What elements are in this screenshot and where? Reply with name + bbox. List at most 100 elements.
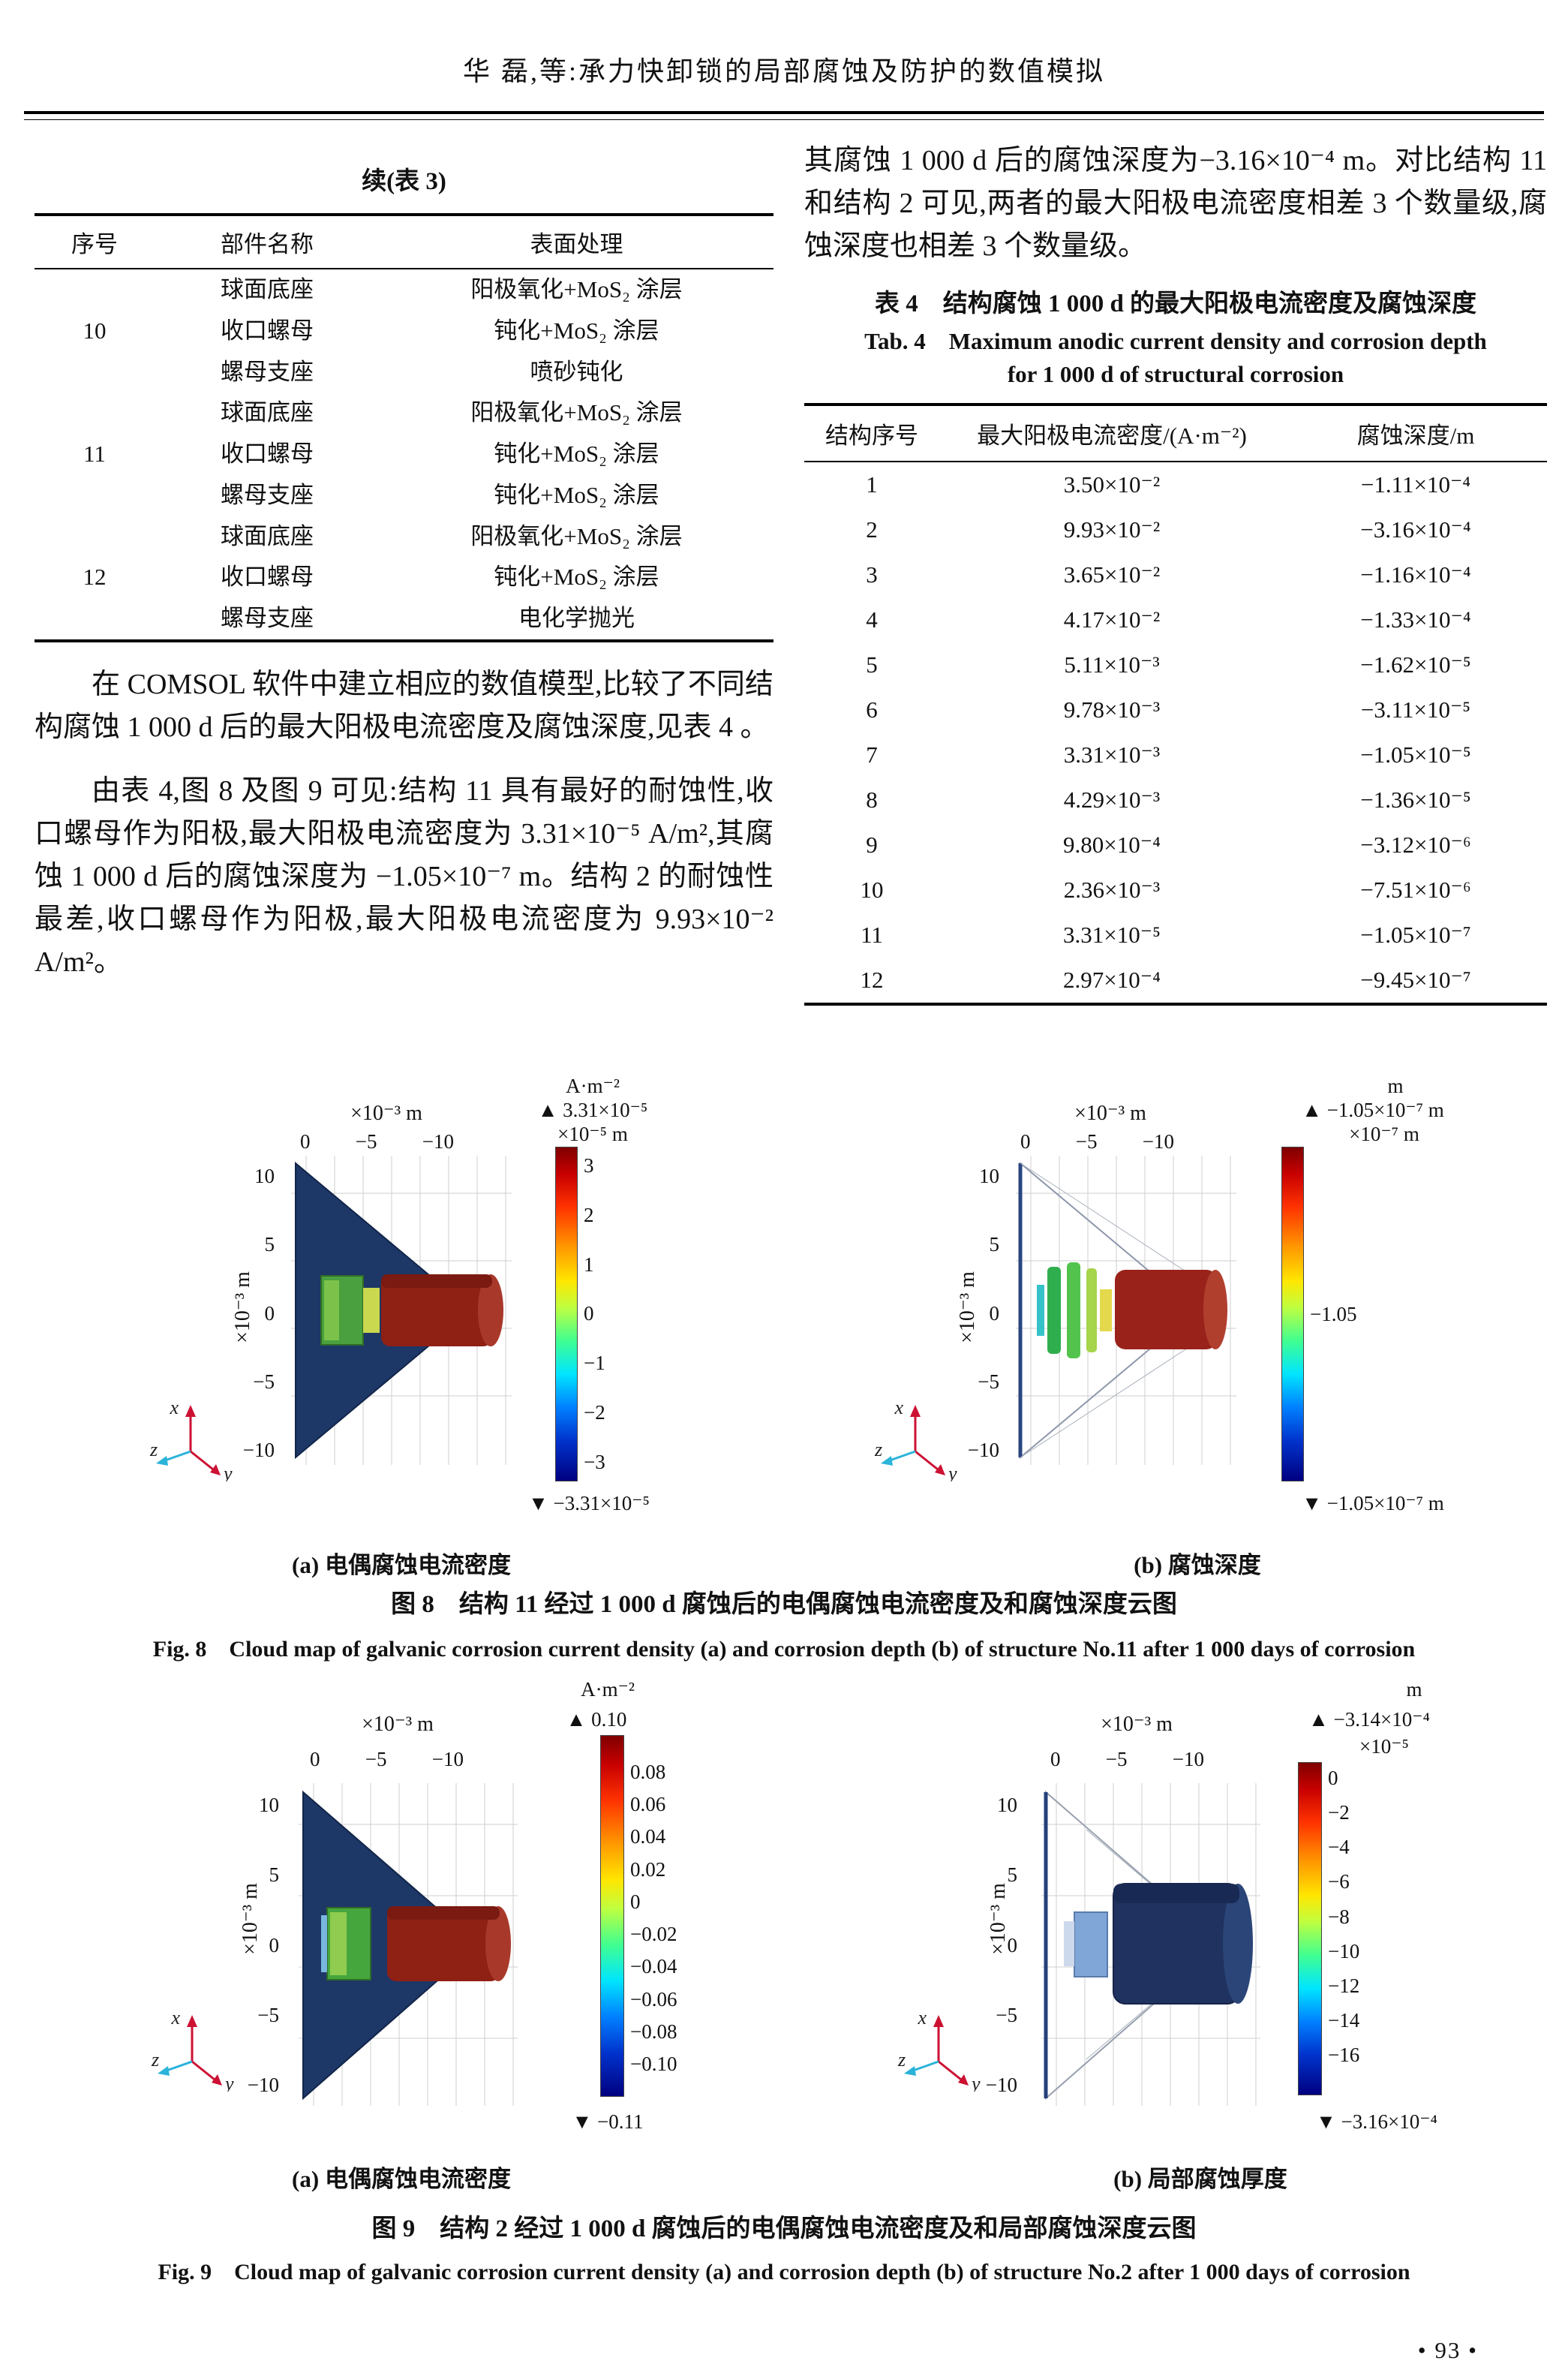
x-tick: 0 [1020, 1130, 1031, 1153]
y-tick: 5 [989, 1233, 1000, 1256]
colorbar-scale: ×10⁻⁷ m [1349, 1123, 1419, 1145]
cell-treatment: 钝化+MoS₂ 涂层 [494, 317, 659, 344]
column-header: 最大阳极电流密度/(A·m⁻²) [939, 405, 1284, 462]
subfigure-caption: (b) 局部腐蚀厚度 [1113, 2166, 1287, 2192]
subfigure-caption: (a) 电偶腐蚀电流密度 [292, 1552, 511, 1578]
cylinder-shape [381, 1274, 492, 1346]
table-row: 12 2.97×10⁻⁴ −9.45×10⁻⁷ [804, 958, 1547, 1004]
cell: 7 [866, 741, 878, 768]
y-tick: 10 [997, 1794, 1017, 1816]
cell: 3.50×10⁻² [1063, 471, 1161, 498]
y-axis-label: ×10⁻³ m [231, 1271, 254, 1343]
table-row: 收口螺母 钝化+MoS₂ 涂层 [35, 311, 773, 352]
table-row: 螺母支座 电化学抛光 [35, 598, 773, 641]
cell-treatment: 钝化+MoS₂ 涂层 [494, 564, 659, 591]
cell: 4 [866, 606, 878, 633]
cell: −1.11×10⁻⁴ [1360, 471, 1471, 498]
colorbar-max: ▲ −1.05×10⁻⁷ m [1302, 1099, 1444, 1121]
y-tick: 0 [1007, 1933, 1018, 1956]
table-row: 11 3.31×10⁻⁵ −1.05×10⁻⁷ [804, 913, 1547, 958]
y-tick: −5 [996, 2003, 1017, 2026]
cell: −1.05×10⁻⁷ [1360, 922, 1471, 948]
colorbar-tick: 0.04 [630, 1825, 666, 1848]
y-tick: 10 [979, 1165, 999, 1187]
cell: 9 [866, 832, 878, 858]
colorbar-tick: 1 [584, 1253, 594, 1276]
cell: −3.12×10⁻⁶ [1360, 832, 1471, 858]
axis-triad: x y z [149, 1397, 233, 1481]
x-axis-ticks: 0 −5 −10 [310, 1748, 464, 1771]
x-axis-label: ×10⁻³ m [350, 1102, 422, 1125]
x-axis-label: ×10⁻³ m [362, 1713, 434, 1736]
cell-no: 10 [83, 317, 107, 344]
colorbar-tick: −14 [1328, 2008, 1360, 2032]
x-tick: 0 [310, 1748, 320, 1770]
cell-part: 螺母支座 [221, 481, 314, 508]
x-tick: 0 [1050, 1748, 1061, 1770]
colorbar-ticks: 3 2 1 0 −1 −2 −3 [584, 1154, 605, 1474]
cell: −3.11×10⁻⁵ [1360, 696, 1471, 723]
table-row: 5 5.11×10⁻³ −1.62×10⁻⁵ [804, 642, 1547, 687]
cell-part: 球面底座 [221, 522, 314, 549]
cell: 10 [860, 877, 884, 903]
cell: 5 [866, 651, 878, 678]
cell: −3.16×10⁻⁴ [1360, 516, 1471, 543]
colorbar-ticks: 0 −2 −4 −6 −8 −10 −12 −14 −16 [1328, 1767, 1359, 2067]
table4-title-en: Tab. 4 Maximum anodic current density an… [864, 328, 1487, 387]
colorbar-unit: m [1406, 1678, 1422, 1701]
axis-z-label: z [897, 2049, 906, 2071]
column-header: 表面处理 [380, 215, 773, 269]
y-tick: 10 [259, 1794, 279, 1816]
cell: 12 [860, 967, 884, 993]
cell: 9.78×10⁻³ [1063, 696, 1161, 723]
table-header-row: 序号 部件名称 表面处理 [35, 215, 773, 269]
column-header: 部件名称 [155, 215, 380, 269]
table-row: 12 球面底座 阳极氧化+MoS₂ 涂层 [35, 516, 773, 591]
colorbar [555, 1147, 578, 1481]
cell-part: 收口螺母 [221, 564, 314, 591]
cell-part: 球面底座 [221, 276, 314, 302]
axis-z-label: z [151, 2049, 159, 2071]
paragraph: 在 COMSOL 软件中建立相应的数值模型,比较了不同结构腐蚀 1 000 d … [35, 668, 773, 743]
cell: 9.80×10⁻⁴ [1063, 832, 1161, 858]
cell: −1.36×10⁻⁵ [1360, 786, 1471, 813]
cell-part: 螺母支座 [221, 358, 314, 385]
cell-treatment: 电化学抛光 [518, 605, 635, 631]
cell: 8 [866, 786, 878, 813]
y-tick: 5 [269, 1863, 280, 1887]
cell: 3.31×10⁻⁵ [1063, 922, 1161, 948]
x-axis-ticks: 0 −5 −10 [300, 1130, 454, 1153]
colorbar-tick: 3 [584, 1154, 594, 1177]
cell: 2.97×10⁻⁴ [1063, 967, 1161, 993]
y-tick: 10 [254, 1165, 275, 1187]
figure-9: ×10⁻³ m 0 −5 −10 10 5 0 −5 −10 ×10⁻³ m [0, 1674, 1568, 2326]
axis-triad: x y z [151, 2008, 234, 2092]
figure-caption-zh: 图 9 结构 2 经过 1 000 d 腐蚀后的电偶腐蚀电流密度及和局部腐蚀深度… [371, 2215, 1197, 2242]
y-tick: 0 [989, 1301, 1000, 1325]
cell-part: 收口螺母 [221, 317, 314, 344]
table-row: 4 4.17×10⁻² −1.33×10⁻⁴ [804, 597, 1547, 642]
cylinder-shape [1115, 1270, 1217, 1349]
y-tick: −10 [247, 2074, 279, 2096]
cell-treatment: 钝化+MoS₂ 涂层 [494, 481, 659, 508]
colorbar-min: ▼ −3.31×10⁻⁵ [528, 1492, 650, 1514]
cell: 5.11×10⁻³ [1064, 651, 1160, 678]
colorbar-tick: 0.02 [630, 1857, 666, 1881]
colorbar-tick: −1 [584, 1352, 605, 1375]
colorbar [600, 1735, 624, 2097]
colorbar-unit: A·m⁻² [581, 1678, 635, 1701]
axis-x-label: x [894, 1397, 903, 1418]
y-tick: −10 [967, 1439, 999, 1461]
cell-no: 11 [83, 441, 106, 467]
axis-z-label: z [874, 1439, 882, 1460]
colorbar-min: ▼ −0.11 [572, 2110, 644, 2133]
cell-treatment: 阳极氧化+MoS₂ 涂层 [470, 276, 683, 302]
colorbar-tick: −1.05 [1310, 1302, 1357, 1325]
cell: 3 [866, 561, 878, 588]
local-corrosion-plot [1041, 1783, 1260, 2106]
colorbar-unit: A·m⁻² [566, 1075, 620, 1097]
cell: −1.16×10⁻⁴ [1360, 561, 1471, 588]
colorbar-max: ▲ 3.31×10⁻⁵ [537, 1099, 648, 1121]
table-row: 7 3.31×10⁻³ −1.05×10⁻⁵ [804, 732, 1547, 777]
y-axis-ticks: 10 5 0 −5 −10 [237, 1165, 275, 1462]
